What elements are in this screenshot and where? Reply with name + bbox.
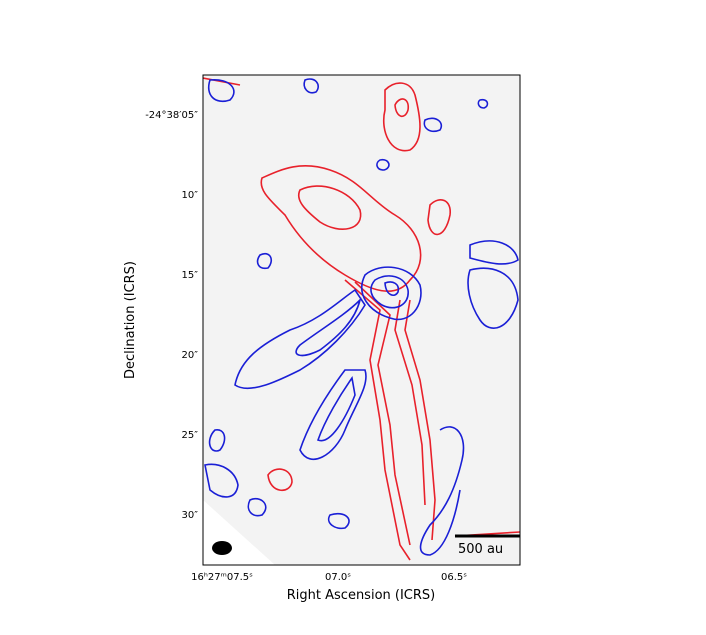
x-tick-label: 07.0ˢ <box>325 572 351 583</box>
y-tick-label: 25″ <box>182 430 199 441</box>
blue-contours <box>204 78 519 556</box>
x-axis-label: Right Ascension (ICRS) <box>287 588 435 603</box>
axes-frame <box>202 74 521 566</box>
scale-bar-label: 500 au <box>458 542 503 557</box>
y-tick-label: 15″ <box>182 270 199 281</box>
x-ticks: 16ʰ27ᵐ07.5ˢ 07.0ˢ 06.5ˢ <box>191 572 467 583</box>
x-tick-label: 16ʰ27ᵐ07.5ˢ <box>191 572 253 583</box>
y-axis-label: Declination (ICRS) <box>123 261 138 379</box>
y-tick-label: 30″ <box>182 510 199 521</box>
y-tick-label: 10″ <box>182 190 199 201</box>
y-ticks: -24°38′05″ 10″ 15″ 20″ 25″ 30″ <box>145 110 198 521</box>
x-tick-label: 06.5ˢ <box>441 572 467 583</box>
y-tick-label: 20″ <box>182 350 199 361</box>
beam <box>212 541 232 555</box>
y-tick-label: -24°38′05″ <box>145 110 198 121</box>
image: 500 au <box>203 75 520 565</box>
